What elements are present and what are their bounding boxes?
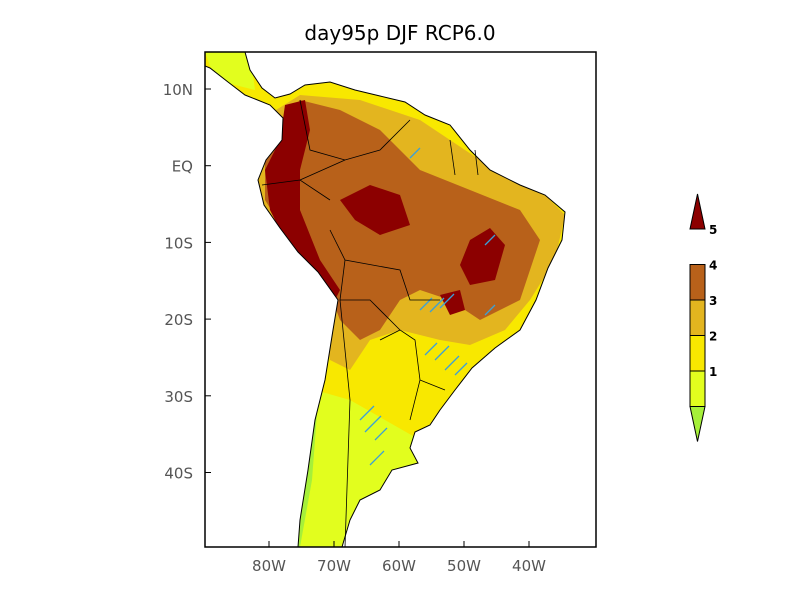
country-borders — [261, 99, 479, 547]
x-tick-label: 70W — [317, 557, 351, 575]
level-above-5-fill — [440, 290, 465, 315]
colorbar-label: 4 — [709, 259, 717, 273]
colorbar-legend: 1 2 3 4 5 — [689, 193, 717, 442]
colorbar-label: 1 — [709, 365, 717, 379]
y-tick-label: 40S — [164, 465, 193, 483]
significance-hatching — [359, 147, 496, 466]
colorbar-segment — [689, 264, 706, 301]
x-tick-label: 60W — [382, 557, 416, 575]
y-tick-label: 10S — [164, 234, 193, 252]
y-tick-label: 20S — [164, 311, 193, 329]
y-axis: 10N EQ 10S 20S 30S 40S — [163, 81, 211, 483]
colorbar-segment — [689, 370, 706, 407]
level-above-5-fill — [460, 228, 505, 285]
x-tick-label: 80W — [252, 557, 286, 575]
y-tick-label: EQ — [172, 158, 193, 176]
colorbar-label: 2 — [709, 330, 717, 344]
x-tick-label: 40W — [512, 557, 546, 575]
chart-title: day95p DJF RCP6.0 — [304, 21, 495, 45]
map-frame — [204, 51, 597, 548]
colorbar-label: 5 — [709, 223, 717, 237]
colorbar-high-extend — [689, 193, 706, 230]
colorbar-label: 3 — [709, 294, 717, 308]
level-1-2-fill — [205, 52, 255, 90]
level-above-5-fill — [265, 100, 340, 300]
colorbar-segment — [689, 335, 706, 372]
y-tick-label: 10N — [163, 81, 193, 99]
level-above-5-fill — [340, 185, 410, 235]
map-area — [205, 52, 566, 547]
x-tick-label: 50W — [447, 557, 481, 575]
colorbar-low-extend — [689, 406, 706, 442]
colorbar-segment — [689, 299, 706, 336]
y-tick-label: 30S — [164, 388, 193, 406]
x-axis: 80W 70W 60W 50W 40W — [252, 541, 546, 575]
